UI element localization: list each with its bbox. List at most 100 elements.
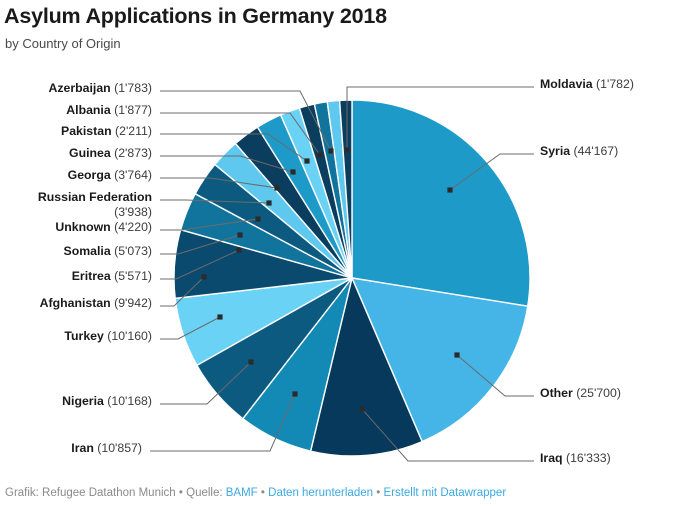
pie-leader-line xyxy=(160,314,223,340)
pie-slice-label-name: Iran xyxy=(71,441,94,455)
footer-source-link[interactable]: BAMF xyxy=(225,487,258,499)
pie-slice-label: Pakistan (2'211) xyxy=(61,124,152,139)
pie-leader-line xyxy=(160,90,334,154)
pie-leader-line xyxy=(160,155,296,175)
pie-slice-label-value: (5'571) xyxy=(110,269,152,283)
pie-leader-line xyxy=(454,352,534,397)
footer-source-label: Quelle: xyxy=(186,487,223,499)
pie-leader-line xyxy=(160,359,254,405)
pie-slice-label-value: (2'873) xyxy=(110,146,152,160)
pie-label-anchor-dot xyxy=(454,352,460,358)
pie-leader-line xyxy=(160,274,207,307)
footer-download-link[interactable]: Daten herunterladen xyxy=(268,487,374,499)
pie-slice-label-name: Turkey xyxy=(64,329,104,343)
pie-slice-label-value: (2'211) xyxy=(111,124,152,138)
pie-slice-label-name: Nigeria xyxy=(62,394,104,408)
chart-footer: Grafik: Refugee Datathon Munich • Quelle… xyxy=(5,487,506,499)
pie-slice-label-value: (10'160) xyxy=(103,329,152,343)
pie-label-anchor-dot xyxy=(248,359,254,365)
footer-sep-3: • xyxy=(376,487,381,499)
pie-leader-line xyxy=(344,86,534,153)
pie-slice-label: Afghanistan (9'942) xyxy=(40,296,152,311)
pie-slice-label-value: (3'938) xyxy=(114,205,152,219)
pie-label-anchor-dot xyxy=(292,391,298,397)
pie-label-anchor-dot xyxy=(274,185,280,191)
pie-slice-label: Iran (10'857) xyxy=(71,441,142,456)
pie-slice-label-name: Russian Federation xyxy=(37,190,152,204)
pie-slice-label: Azerbaijan (1'783) xyxy=(49,81,153,96)
pie-slice-label: Somalia (5'073) xyxy=(64,244,152,259)
pie-label-anchor-dot xyxy=(328,148,334,154)
pie-leader-line xyxy=(160,177,280,191)
pie-slice-label-name: Iraq xyxy=(540,451,563,465)
pie-slice-label-value: (10'168) xyxy=(103,394,152,408)
pie-leader-line xyxy=(160,247,242,280)
pie-label-anchor-dot xyxy=(255,216,261,222)
pie-slice-label-name: Other xyxy=(540,386,573,400)
pie-slice-label-name: Guinea xyxy=(69,146,111,160)
footer-sep-2: • xyxy=(260,487,265,499)
pie-label-anchor-dot xyxy=(344,147,350,153)
pie-slice-label: Iraq (16'333) xyxy=(540,451,611,466)
pie-slice-label-value: (5'073) xyxy=(110,244,152,258)
pie-slice-label: Russian Federation (3'938) xyxy=(38,190,152,220)
pie-slice-label-value: (1'877) xyxy=(110,103,152,117)
pie-slice-label: Nigeria (10'168) xyxy=(62,394,152,409)
page-title: Asylum Applications in Germany 2018 xyxy=(4,4,387,28)
pie-slice-label-name: Eritrea xyxy=(71,269,111,283)
pie-slice-label-name: Azerbaijan xyxy=(48,81,111,95)
pie-slice-label: Guinea (2'873) xyxy=(69,146,152,161)
pie-label-anchor-dot xyxy=(290,169,296,175)
pie-leader-line xyxy=(150,391,298,452)
pie-slice[interactable] xyxy=(350,277,529,443)
pie-leader-line xyxy=(160,199,272,206)
pie-slice-label: Moldavia (1'782) xyxy=(540,77,634,92)
pie-label-anchor-dot xyxy=(359,406,365,412)
pie-slice-label-value: (1'783) xyxy=(110,81,152,95)
pie-label-anchor-dot xyxy=(201,274,207,280)
footer-sep-1: • xyxy=(178,487,183,499)
pie-slice-label-name: Unknown xyxy=(55,220,111,234)
pie-leader-line xyxy=(160,112,323,158)
pie-slice-label-value: (4'220) xyxy=(110,220,152,234)
pie-slice-label-name: Moldavia xyxy=(540,77,593,91)
pie-label-anchor-dot xyxy=(304,158,310,164)
pie-slice-label-name: Albania xyxy=(66,103,111,117)
pie-label-anchor-dot xyxy=(447,187,453,193)
pie-slice-label: Turkey (10'160) xyxy=(64,329,152,344)
pie-slice-label-name: Syria xyxy=(540,144,571,158)
pie-slice[interactable] xyxy=(351,99,531,308)
pie-slice-label-value: (16'333) xyxy=(562,451,611,465)
pie-slice-label-name: Georga xyxy=(67,168,111,182)
pie-label-anchor-dot xyxy=(237,232,243,238)
pie-slice-label: Syria (44'167) xyxy=(540,144,618,159)
pie-slice-label-value: (10'857) xyxy=(93,441,142,455)
pie-slice-label-name: Somalia xyxy=(63,244,111,258)
pie-label-anchor-dot xyxy=(236,247,242,253)
pie-slice-label: Unknown (4'220) xyxy=(55,220,152,235)
pie-label-anchor-dot xyxy=(266,200,272,206)
footer-credit: Grafik: Refugee Datathon Munich xyxy=(5,487,176,499)
pie-slice-label-value: (25'700) xyxy=(572,386,621,400)
pie-slice-label: Georga (3'764) xyxy=(68,168,152,183)
pie-leader-line xyxy=(160,216,261,231)
pie-leader-line xyxy=(447,153,534,193)
pie-slice-label-name: Pakistan xyxy=(61,124,112,138)
pie-slice-label: Albania (1'877) xyxy=(66,103,152,118)
pie-label-anchor-dot xyxy=(317,152,323,158)
pie-slice-label: Eritrea (5'571) xyxy=(72,269,152,284)
pie-slice-label-value: (9'942) xyxy=(110,296,152,310)
pie-leader-line xyxy=(160,232,243,255)
pie-slice-label-name: Afghanistan xyxy=(39,296,111,310)
page-subtitle: by Country of Origin xyxy=(5,36,121,51)
pie-slice-label-value: (44'167) xyxy=(570,144,619,158)
pie-slice-label-value: (1'782) xyxy=(592,77,634,91)
pie-leader-line xyxy=(359,406,534,462)
pie-slice-label: Other (25'700) xyxy=(540,386,621,401)
footer-datawrapper-link[interactable]: Erstellt mit Datawrapper xyxy=(383,487,507,499)
pie-slice[interactable] xyxy=(338,99,353,279)
pie-slice[interactable] xyxy=(309,275,424,457)
pie-label-anchor-dot xyxy=(217,314,223,320)
